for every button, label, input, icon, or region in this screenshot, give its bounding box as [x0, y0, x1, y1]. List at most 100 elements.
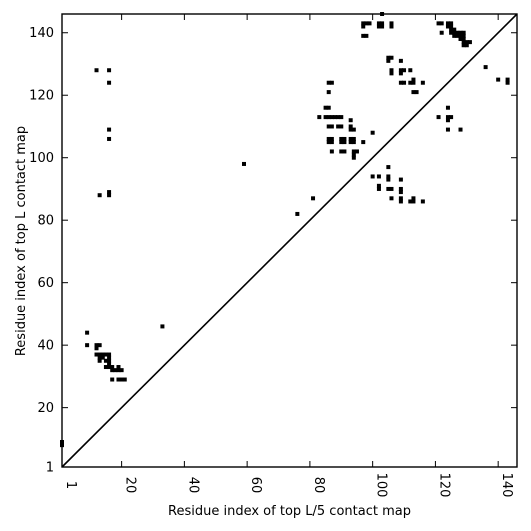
contact-point: [361, 33, 366, 38]
contact-point: [351, 140, 356, 145]
contact-point: [100, 355, 105, 360]
contact-point: [445, 24, 450, 29]
contact-point: [336, 115, 341, 120]
contact-point: [386, 58, 391, 63]
contact-point: [436, 115, 441, 120]
contact-point: [361, 24, 366, 29]
contact-point: [94, 346, 99, 351]
contact-point: [386, 186, 391, 191]
x-axis-ticks: 1 20 40 60 80 100 120 140: [61, 14, 514, 498]
contact-point: [351, 136, 356, 141]
contact-point: [351, 149, 356, 154]
contact-point: [483, 65, 488, 70]
contact-point: [110, 377, 115, 382]
contact-point: [336, 124, 341, 129]
contact-point: [455, 30, 460, 35]
contact-point: [398, 177, 403, 182]
contact-point: [107, 358, 112, 363]
contact-point: [398, 186, 403, 191]
contact-point: [116, 365, 121, 370]
contact-point: [398, 199, 403, 204]
contact-point: [464, 43, 469, 48]
contact-point: [505, 80, 510, 85]
x-tick-label: 100: [374, 473, 389, 498]
contact-point: [339, 115, 344, 120]
contact-point: [116, 368, 121, 373]
contact-point: [461, 33, 466, 38]
contact-point: [122, 377, 127, 382]
contact-point: [411, 196, 416, 201]
x-tick-label: 120: [436, 473, 451, 498]
contact-point: [94, 352, 99, 357]
contact-point: [339, 124, 344, 129]
diagonal-line: [61, 13, 518, 468]
contact-point: [329, 80, 334, 85]
contact-point: [452, 27, 457, 32]
contact-point: [408, 199, 413, 204]
x-tick-label: 1: [63, 481, 78, 489]
contact-point: [411, 199, 416, 204]
contact-point: [389, 24, 394, 29]
contact-point: [326, 80, 331, 85]
contact-point: [467, 40, 472, 45]
contact-point: [119, 368, 124, 373]
contact-point: [348, 136, 353, 141]
contact-point: [389, 55, 394, 60]
contact-point: [348, 118, 353, 123]
contact-point: [398, 196, 403, 201]
contact-point: [97, 193, 102, 198]
contact-point: [367, 21, 372, 26]
contact-point: [103, 365, 108, 370]
contact-point: [398, 68, 403, 73]
contact-point: [113, 368, 118, 373]
contact-point: [311, 196, 316, 201]
contact-point: [398, 71, 403, 76]
contact-point: [333, 115, 337, 120]
contact-point: [445, 118, 450, 123]
contact-point: [461, 36, 466, 41]
contact-point: [364, 21, 369, 26]
contact-point: [455, 33, 460, 38]
contact-point: [449, 30, 454, 35]
contact-point: [458, 33, 463, 38]
contact-point: [339, 136, 344, 141]
contact-point: [411, 77, 416, 82]
contact-point: [107, 193, 112, 198]
contact-point: [119, 377, 124, 382]
contact-point: [348, 140, 353, 145]
contact-point: [94, 68, 99, 73]
contact-point: [85, 343, 90, 348]
contact-point: [445, 105, 450, 110]
contact-point: [107, 68, 112, 73]
contact-point: [342, 136, 347, 141]
contact-point: [103, 358, 108, 363]
contact-point: [505, 77, 510, 82]
contact-point: [326, 105, 331, 110]
contact-point: [461, 30, 466, 35]
contact-point: [458, 30, 463, 35]
contact-point: [317, 115, 322, 120]
contact-point: [351, 155, 356, 160]
contact-point: [461, 43, 466, 48]
contact-point: [376, 174, 381, 179]
contact-point: [94, 343, 99, 348]
contact-point: [408, 80, 413, 85]
contact-point: [389, 196, 394, 201]
contact-point: [107, 361, 112, 366]
contact-point: [326, 136, 331, 141]
contact-point: [364, 33, 369, 38]
contact-point: [97, 352, 102, 357]
contact-point: [97, 343, 102, 348]
contact-point: [370, 130, 375, 135]
contact-point: [329, 115, 334, 120]
contact-point: [445, 115, 450, 120]
contact-point: [351, 152, 356, 157]
y-tick-label: 80: [37, 214, 54, 229]
x-tick-label: 80: [311, 477, 326, 494]
contact-point: [386, 177, 391, 182]
contact-point: [348, 127, 353, 132]
contact-point: [380, 21, 385, 26]
contact-point: [103, 352, 108, 357]
y-tick-label: 60: [37, 276, 54, 291]
